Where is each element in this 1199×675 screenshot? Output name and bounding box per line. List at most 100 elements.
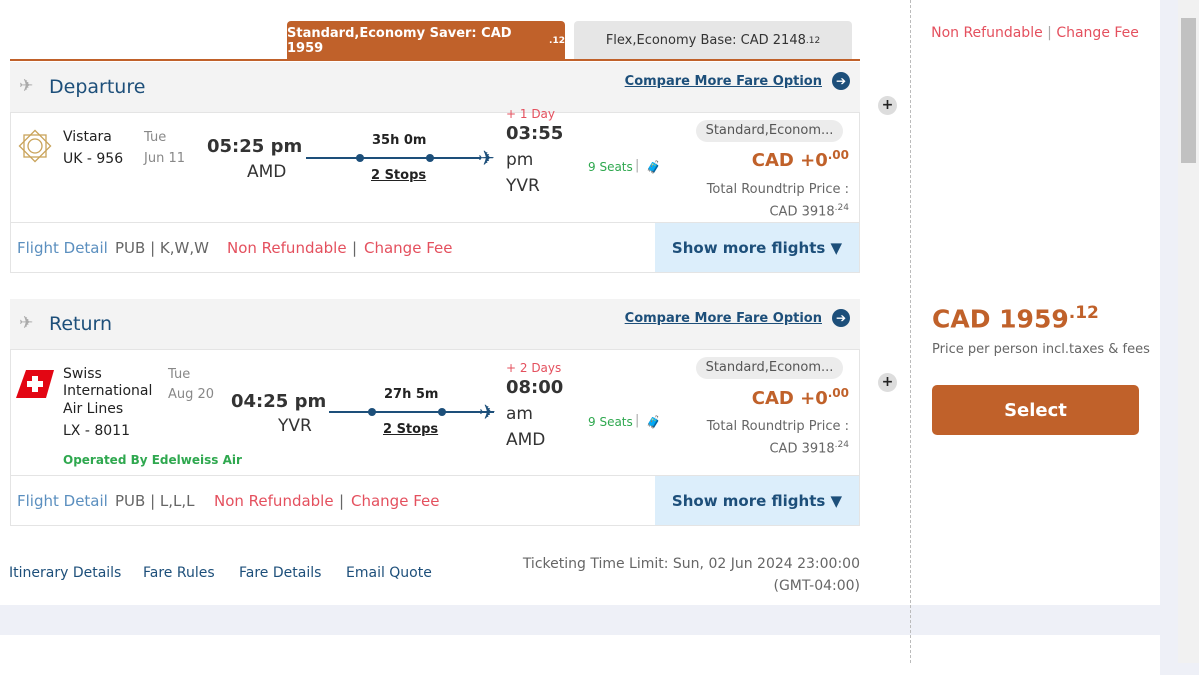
price-cents: .00 (827, 148, 849, 162)
seats-available: 9 Seats (588, 160, 633, 174)
total-label: Total Roundtrip Price : (706, 182, 849, 197)
return-footer: Flight Detail PUB | L,L,L Non Refundable… (10, 475, 860, 526)
duration: 27h 5m (384, 387, 439, 402)
route-line (329, 411, 494, 413)
fare-details-link[interactable]: Fare Details (239, 565, 322, 581)
fare-pill[interactable]: Standard,Econom... (696, 120, 843, 142)
class-codes: PUB | L,L,L (115, 492, 195, 510)
takeoff-icon: ✈ (19, 313, 34, 333)
airline-name: Swiss (63, 366, 102, 382)
caret-down-icon: ▼ (830, 238, 843, 257)
compare-fare-link[interactable]: Compare More Fare Option (624, 311, 822, 326)
ticketing-time-limit: Ticketing Time Limit: Sun, 02 Jun 2024 2… (522, 556, 860, 594)
airline-name: Vistara (63, 129, 112, 145)
caret-down-icon: ▼ (830, 491, 843, 510)
arrival-time: 03:55 (506, 123, 564, 144)
expand-plus-icon[interactable]: + (878, 96, 897, 115)
flight-number: UK - 956 (63, 151, 124, 167)
departure-airport: AMD (247, 162, 287, 182)
arrival-airport: AMD (506, 430, 546, 450)
compare-fare-link[interactable]: Compare More Fare Option (624, 74, 822, 89)
button-label: Select (1004, 399, 1067, 421)
side-refund-info: Non Refundable | Change Fee (930, 22, 1140, 45)
departure-flight-row: Vistara UK - 956 Tue Jun 11 05:25 pm AMD… (10, 107, 860, 222)
stop-dot (438, 408, 446, 416)
total-price: CAD 3918 (769, 441, 835, 457)
non-refundable-label[interactable]: Non Refundable (227, 239, 347, 257)
day-offset: + 2 Days (506, 361, 562, 375)
return-header: ✈ Return Compare More Fare Option ➔ (10, 299, 860, 349)
date: Aug 20 (168, 387, 215, 402)
change-fee-link[interactable]: Change Fee (364, 239, 453, 257)
return-flight-row: Swiss International Air Lines LX - 8011 … (10, 349, 860, 475)
arrival-time: 08:00 (506, 377, 564, 398)
departure-header: ✈ Departure Compare More Fare Option ➔ (10, 62, 860, 112)
itinerary-details-link[interactable]: Itinerary Details (9, 565, 122, 581)
separator: | (352, 239, 358, 257)
stops-link[interactable]: 2 Stops (383, 422, 439, 437)
day-offset: + 1 Day (506, 107, 556, 121)
non-refundable-label: Non Refundable (931, 25, 1043, 41)
separator: | (1047, 25, 1052, 41)
tab-flex-economy-base[interactable]: Flex,Economy Base: CAD 2148.12 (574, 21, 852, 60)
departure-time: 04:25 pm (231, 391, 327, 412)
select-button[interactable]: Select (932, 385, 1139, 435)
scrollbar[interactable] (1178, 0, 1199, 663)
fare-pill[interactable]: Standard,Econom... (696, 357, 843, 379)
airline-name: Air Lines (63, 401, 124, 417)
class-codes: PUB | K,W,W (115, 239, 209, 257)
departure-airport: YVR (278, 416, 312, 436)
show-more-flights-button[interactable]: Show more flights ▼ (655, 223, 859, 272)
departure-time: 05:25 pm (207, 136, 303, 157)
section-title: Departure (49, 76, 146, 98)
tab-label: Flex,Economy Base: CAD 2148 (605, 33, 806, 48)
takeoff-icon: ✈ (19, 76, 34, 96)
day: Tue (144, 130, 167, 145)
duration: 35h 0m (372, 133, 427, 148)
non-refundable-label[interactable]: Non Refundable (214, 492, 334, 510)
vistara-logo-icon (18, 129, 52, 163)
arrow-right-icon[interactable]: ➔ (832, 309, 850, 327)
price-value: CAD 1959 (932, 304, 1069, 334)
flight-number: LX - 8011 (63, 423, 130, 439)
arrow-right-icon[interactable]: ➔ (832, 72, 850, 90)
separator: | (339, 492, 345, 510)
price-diff: CAD +0 (751, 388, 828, 409)
price-note: Price per person incl.taxes & fees (932, 342, 1150, 357)
next-result-card (0, 635, 1160, 675)
email-quote-link[interactable]: Email Quote (346, 565, 432, 581)
total-price: CAD 3918 (769, 204, 835, 220)
side-price: CAD 1959.12 (932, 303, 1099, 333)
arrival-airport: YVR (506, 176, 540, 196)
baggage-icon[interactable]: 🧳 (646, 160, 661, 174)
arrival-ampm: pm (506, 150, 534, 170)
flight-detail-link[interactable]: Flight Detail (17, 239, 108, 257)
price-cents: .12 (1068, 303, 1099, 323)
departure-footer: Flight Detail PUB | K,W,W Non Refundable… (10, 222, 860, 273)
stop-dot (426, 154, 434, 162)
show-more-flights-button[interactable]: Show more flights ▼ (655, 476, 859, 525)
total-label: Total Roundtrip Price : (706, 419, 849, 434)
baggage-icon[interactable]: 🧳 (646, 415, 661, 429)
day: Tue (168, 367, 191, 382)
price-diff: CAD +0 (751, 150, 828, 171)
flight-detail-link[interactable]: Flight Detail (17, 492, 108, 510)
tab-underline (10, 59, 860, 61)
change-fee-link[interactable]: Change Fee (351, 492, 440, 510)
separator: | (635, 158, 640, 173)
tab-cents: .12 (549, 35, 565, 46)
expand-plus-icon[interactable]: + (878, 373, 897, 392)
seats-available: 9 Seats (588, 415, 633, 429)
section-title: Return (49, 313, 113, 335)
tab-label: Standard,Economy Saver: CAD 1959 (287, 25, 512, 56)
tab-standard-economy-saver[interactable]: Standard,Economy Saver: CAD 1959 .12 (287, 21, 565, 60)
operated-by: Operated By Edelweiss Air (63, 453, 242, 467)
stop-dot (368, 408, 376, 416)
plane-icon: ✈ (479, 400, 496, 424)
tab-cents: .12 (805, 35, 821, 46)
airline-name: International (63, 383, 153, 399)
change-fee-link[interactable]: Change Fee (1056, 25, 1139, 41)
fare-rules-link[interactable]: Fare Rules (143, 565, 215, 581)
stops-link[interactable]: 2 Stops (371, 168, 427, 183)
scrollbar-thumb[interactable] (1181, 18, 1196, 163)
